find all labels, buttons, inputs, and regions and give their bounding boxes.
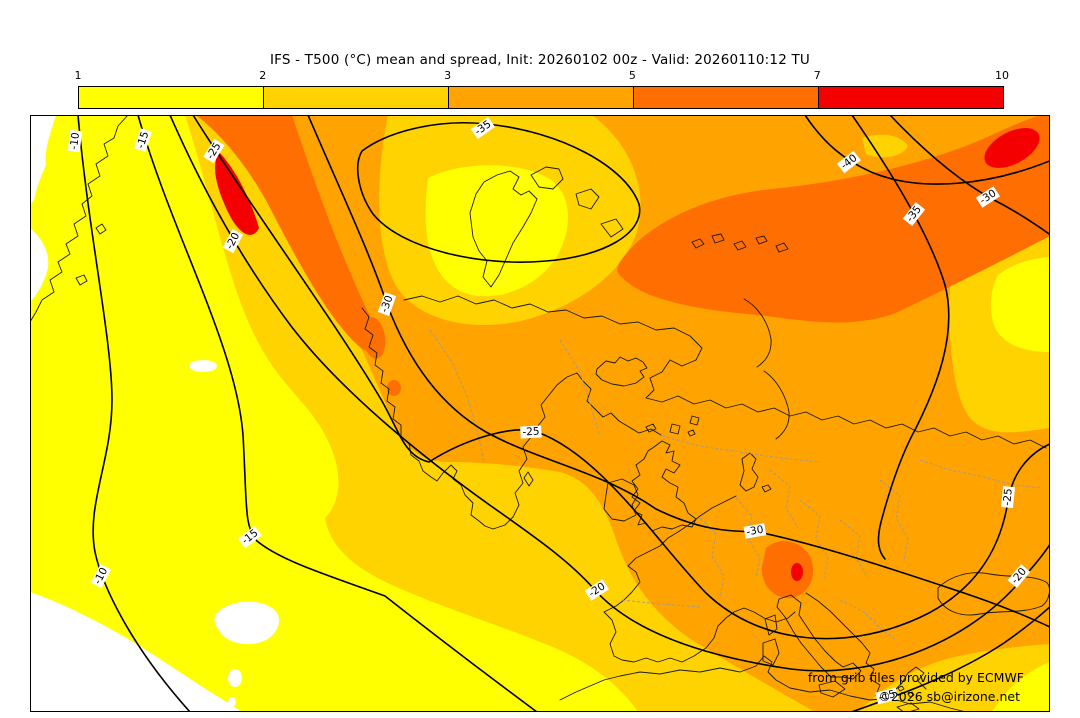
fill-white-azores bbox=[214, 601, 280, 645]
attribution-source: from grib files provided by ECMWF bbox=[807, 670, 1024, 685]
colorbar-segment-1-2 bbox=[79, 87, 264, 108]
colorbar-segment-5-7 bbox=[634, 87, 819, 108]
contour-label: -25 bbox=[1000, 485, 1016, 509]
map-border bbox=[30, 115, 1050, 712]
coast-svalbard bbox=[469, 166, 624, 288]
coast-black-sea bbox=[937, 572, 1050, 616]
fill-darkorange-alps bbox=[761, 541, 814, 599]
fill-white-southwest bbox=[30, 592, 242, 712]
coast-faroe-shetland bbox=[645, 423, 696, 437]
coast-ireland bbox=[603, 478, 639, 522]
fill-darkorange-norway-dot bbox=[387, 380, 401, 396]
coast-iceland bbox=[595, 356, 648, 387]
coast-italy bbox=[776, 594, 862, 680]
colorbar-segment-7-10 bbox=[819, 87, 1003, 108]
colorbar-segment-3-5 bbox=[449, 87, 634, 108]
coast-lakes bbox=[669, 415, 700, 435]
fill-yellow-svalbard-core bbox=[425, 165, 568, 297]
fill-darkorange-nw-band bbox=[196, 115, 380, 352]
fill-yellow-se-corner bbox=[992, 662, 1050, 712]
fill-darkorange-barents-band bbox=[617, 115, 1050, 323]
coastlines bbox=[30, 115, 1050, 712]
attribution-copyright: ©2026 sb@irizone.net bbox=[878, 689, 1020, 704]
contour-label: -10 bbox=[67, 129, 83, 153]
fill-red-nw-core bbox=[215, 152, 259, 235]
fill-darkorange-norway-blob bbox=[362, 317, 386, 359]
colorbar-tick: 10 bbox=[995, 69, 1009, 82]
fill-golden-ne-small bbox=[862, 134, 908, 158]
coast-franz-josef bbox=[691, 233, 789, 253]
contour-minus20 bbox=[169, 115, 1050, 672]
coast-balkans-greece bbox=[805, 592, 927, 700]
colorbar-tick: 1 bbox=[74, 69, 82, 82]
fill-yellow-atlantic bbox=[30, 115, 638, 712]
fill-red-ne-blob bbox=[984, 128, 1040, 168]
coast-scandinavia bbox=[361, 307, 662, 530]
colorbar-ticks: 1 2 3 5 7 10 bbox=[74, 69, 1010, 83]
coast-denmark bbox=[739, 452, 772, 493]
colorbar-tick: 3 bbox=[444, 69, 452, 82]
contour-minus25 bbox=[192, 115, 1050, 640]
fill-red-alps-spot bbox=[791, 563, 803, 581]
coast-west-europe bbox=[603, 495, 796, 663]
fill-white-greenland-mid bbox=[30, 228, 49, 302]
map-svg bbox=[30, 115, 1050, 712]
fill-white-azores-dot bbox=[228, 669, 242, 687]
colorbar-tick: 7 bbox=[813, 69, 821, 82]
coast-gotland bbox=[523, 471, 534, 487]
colorbar-tick: 2 bbox=[259, 69, 267, 82]
contour-minus35-loop bbox=[356, 122, 641, 263]
map-canvas: -10 -15 -25 -20 -30 -35 -40 -35 -30 -25 … bbox=[30, 115, 1050, 712]
contour-minus10 bbox=[77, 115, 191, 712]
page-title: IFS - T500 (°C) mean and spread, Init: 2… bbox=[269, 52, 811, 68]
fill-white-greenland-north bbox=[30, 115, 56, 205]
coast-greenland-islet bbox=[75, 223, 107, 286]
fill-yellow-east-patch bbox=[990, 257, 1050, 352]
contour-minus40 bbox=[804, 115, 1050, 185]
fill-white-atlantic-spot bbox=[189, 360, 217, 372]
coast-greenland bbox=[30, 115, 129, 323]
colorbar bbox=[78, 86, 1004, 109]
fill-golden-se-corner bbox=[858, 644, 1050, 712]
colorbar-segment-2-3 bbox=[264, 87, 449, 108]
colorbar-tick: 5 bbox=[628, 69, 636, 82]
contour-label: -25 bbox=[520, 425, 542, 439]
fill-white-azores-dot2 bbox=[228, 697, 236, 707]
coast-novaya-zemlya bbox=[743, 298, 790, 440]
